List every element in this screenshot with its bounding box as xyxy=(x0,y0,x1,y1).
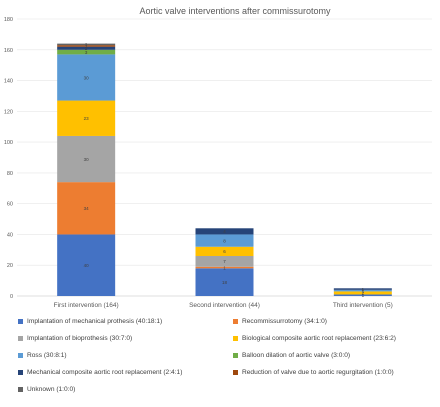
bar-segment xyxy=(333,291,392,295)
data-label: 1 xyxy=(362,288,365,293)
legend-item: Implantation of bioprothesis (30:7:0) xyxy=(18,335,132,342)
y-tick-label: 20 xyxy=(7,263,13,269)
bar-segment xyxy=(57,46,116,50)
bar-segment xyxy=(57,43,116,46)
y-tick-label: 180 xyxy=(4,17,13,23)
data-label: 3 xyxy=(85,50,88,55)
legend-label: Recommissurrotomy (34:1:0) xyxy=(242,318,328,325)
legend-swatch xyxy=(18,353,23,358)
legend-swatch xyxy=(233,319,238,324)
data-label: 40 xyxy=(84,263,90,268)
bar-segment xyxy=(57,182,116,235)
bar-segment xyxy=(57,49,116,55)
y-tick-label: 40 xyxy=(7,232,13,238)
data-label: 30 xyxy=(84,157,90,162)
legend-label: Unknown (1:0:0) xyxy=(27,386,76,393)
legend-item: Balloon dilation of aortic valve (3:0:0) xyxy=(233,352,350,359)
x-tick-label: Third intervention (5) xyxy=(333,302,393,309)
bar-segment xyxy=(195,228,254,235)
legend-label: Implantation of bioprothesis (30:7:0) xyxy=(27,335,133,342)
legend-swatch xyxy=(18,319,23,324)
bar-segment xyxy=(333,294,392,296)
bar-segment xyxy=(195,255,254,267)
y-tick-label: 80 xyxy=(7,171,13,177)
legend-swatch xyxy=(233,336,238,341)
legend-label: Mechanical composite aortic root replace… xyxy=(27,369,183,376)
bar-segment xyxy=(195,246,254,256)
legend-label: Balloon dilation of aortic valve (3:0:0) xyxy=(242,352,351,359)
legend-swatch xyxy=(233,370,238,375)
y-tick-label: 160 xyxy=(4,48,13,54)
chart-title: Aortic valve interventions after commiss… xyxy=(139,6,331,16)
bars xyxy=(57,43,392,296)
legend-swatch xyxy=(18,370,23,375)
legend-label: Ross (30:8:1) xyxy=(27,352,67,359)
bar-segment xyxy=(57,54,116,101)
bar-segment xyxy=(195,268,254,296)
legend-swatch xyxy=(18,336,23,341)
legend-item: Implantation of mechanical prothesis (40… xyxy=(18,318,162,325)
data-label: 4 xyxy=(223,229,226,234)
bar-segment xyxy=(57,234,116,296)
data-label: 2 xyxy=(85,46,88,51)
legend-item: Mechanical composite aortic root replace… xyxy=(18,369,182,376)
y-tick-label: 60 xyxy=(7,202,13,208)
x-tick-label: First intervention (164) xyxy=(54,302,119,309)
data-label: 1 xyxy=(223,265,226,270)
bar-segment xyxy=(57,45,116,47)
legend-item: Reduction of valve due to aortic regurgi… xyxy=(233,369,394,376)
data-label: 6 xyxy=(223,249,226,254)
data-label: 2 xyxy=(362,291,365,296)
legend-item: Ross (30:8:1) xyxy=(18,352,67,359)
data-label: 30 xyxy=(84,75,90,80)
data-label: 7 xyxy=(223,259,226,264)
data-label: 1 xyxy=(85,44,88,49)
bar-segment xyxy=(195,266,254,269)
bar-segment xyxy=(57,135,116,183)
data-label: 1 xyxy=(362,293,365,298)
data-label: 23 xyxy=(84,116,90,121)
data-label: 18 xyxy=(222,280,228,285)
y-tick-label: 120 xyxy=(4,109,13,115)
bar-segment xyxy=(333,289,392,292)
data-label: 8 xyxy=(223,238,226,243)
bar-segment xyxy=(195,234,254,247)
x-tick-label: Second intervention (44) xyxy=(189,302,260,309)
y-tick-label: 0 xyxy=(10,294,13,300)
legend-item: Recommissurrotomy (34:1:0) xyxy=(233,318,327,325)
y-tick-label: 100 xyxy=(4,140,13,146)
legend-swatch xyxy=(233,353,238,358)
legend-item: Biological composite aortic root replace… xyxy=(233,335,396,342)
legend-label: Reduction of valve due to aortic regurgi… xyxy=(242,369,394,376)
data-label: 1 xyxy=(85,42,88,47)
legend-swatch xyxy=(18,387,23,392)
y-tick-label: 140 xyxy=(4,79,13,85)
legend-label: Implantation of mechanical prothesis (40… xyxy=(27,318,163,325)
legend-label: Biological composite aortic root replace… xyxy=(242,335,396,342)
legend-item: Unknown (1:0:0) xyxy=(18,386,75,393)
bar-segment xyxy=(57,100,116,136)
data-label: 34 xyxy=(84,206,90,211)
data-label: 1 xyxy=(362,287,365,292)
bar-segment xyxy=(333,288,392,290)
